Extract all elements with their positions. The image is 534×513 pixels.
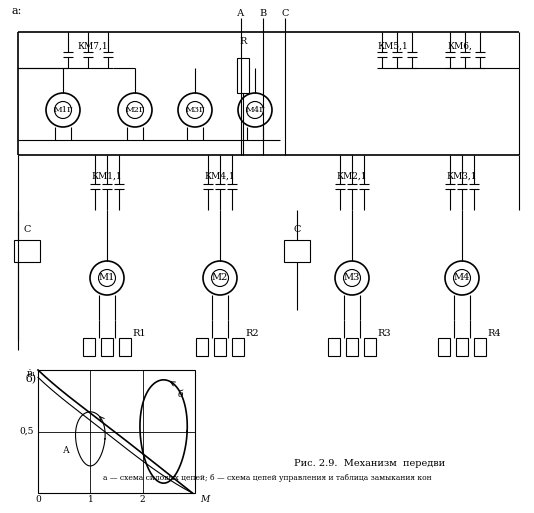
Circle shape (453, 269, 470, 286)
Text: М4: М4 (454, 273, 470, 283)
Circle shape (343, 269, 360, 286)
Text: КМ3,1: КМ3,1 (447, 171, 477, 181)
Text: А: А (237, 10, 245, 18)
Text: М2: М2 (212, 273, 228, 283)
Circle shape (54, 102, 72, 119)
Bar (196, 338, 208, 356)
Text: 0: 0 (35, 496, 41, 504)
Text: М3: М3 (344, 273, 360, 283)
Text: КМ5,1: КМ5,1 (378, 42, 409, 50)
Text: М: М (200, 496, 209, 504)
Circle shape (90, 261, 124, 295)
Bar (284, 240, 310, 262)
Text: М3Г: М3Г (185, 106, 205, 114)
Bar (328, 338, 340, 356)
Bar (14, 240, 40, 262)
Circle shape (98, 269, 115, 286)
Text: КМ7,1: КМ7,1 (77, 42, 108, 50)
Circle shape (335, 261, 369, 295)
Text: М2Г: М2Г (125, 106, 145, 114)
Circle shape (127, 102, 144, 119)
Text: а — схема силовых цепей; б — схема цепей управления и таблица замыкания кон: а — схема силовых цепей; б — схема цепей… (103, 474, 431, 482)
Text: С: С (23, 226, 30, 234)
Circle shape (445, 261, 479, 295)
Text: R: R (239, 37, 247, 47)
Text: В: В (260, 10, 266, 18)
Text: КМ4,1: КМ4,1 (205, 171, 235, 181)
Text: R4: R4 (487, 329, 501, 339)
Bar (346, 338, 358, 356)
Text: R2: R2 (245, 329, 258, 339)
Circle shape (247, 102, 263, 119)
Text: КМ1,1: КМ1,1 (92, 171, 122, 181)
Text: Рис. 2.9.  Механизм  передви: Рис. 2.9. Механизм передви (294, 460, 445, 468)
Bar (38, 370, 195, 493)
Text: КМ6,: КМ6, (447, 42, 473, 50)
Text: б): б) (25, 372, 36, 383)
Text: б: б (178, 390, 183, 399)
Text: С: С (281, 10, 289, 18)
Bar (119, 338, 131, 356)
Bar (456, 338, 468, 356)
Text: С: С (293, 226, 301, 234)
Bar (101, 338, 113, 356)
Text: а:: а: (12, 6, 22, 16)
Text: М1: М1 (99, 273, 115, 283)
Circle shape (46, 93, 80, 127)
Bar (364, 338, 376, 356)
Bar (438, 338, 450, 356)
Text: R3: R3 (377, 329, 391, 339)
Text: 1: 1 (88, 496, 93, 504)
Text: М1Г: М1Г (53, 106, 73, 114)
Circle shape (203, 261, 237, 295)
Bar (83, 338, 95, 356)
Bar (232, 338, 244, 356)
Text: R1: R1 (132, 329, 146, 339)
Circle shape (178, 93, 212, 127)
Bar (474, 338, 486, 356)
Text: ṅ₁: ṅ₁ (27, 369, 36, 379)
Text: КМ2,1: КМ2,1 (337, 171, 367, 181)
Circle shape (211, 269, 229, 286)
Text: 0,5: 0,5 (20, 427, 34, 436)
Text: М4Г: М4Г (245, 106, 265, 114)
Bar (237, 58, 249, 93)
Circle shape (238, 93, 272, 127)
Text: А: А (64, 446, 70, 455)
Text: 2: 2 (140, 496, 145, 504)
Circle shape (186, 102, 203, 119)
Circle shape (118, 93, 152, 127)
Bar (214, 338, 226, 356)
